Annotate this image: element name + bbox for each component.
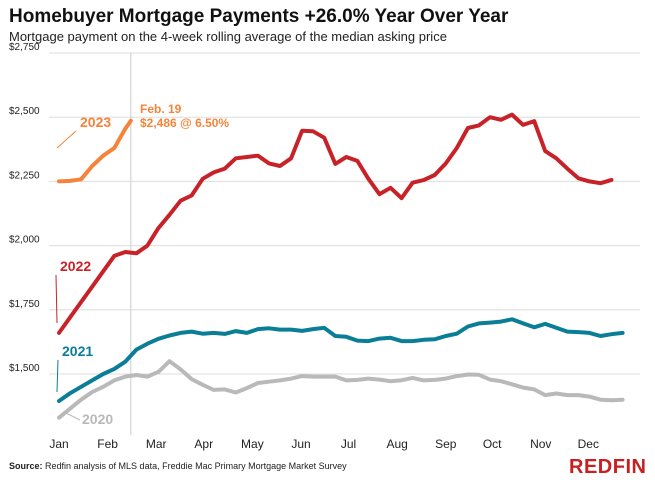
- annotation-date: Feb. 19: [140, 102, 182, 116]
- annotation-value: $2,486 @ 6.50%: [140, 116, 229, 130]
- series-line-2020: [57, 359, 625, 420]
- chart-title: Homebuyer Mortgage Payments +26.0% Year …: [9, 6, 509, 27]
- series-label-leader: [63, 411, 81, 421]
- source-text: Redfin analysis of MLS data, Freddie Mac…: [42, 461, 347, 471]
- x-tick-label: Nov: [530, 437, 551, 451]
- series-label-2020: 2020: [82, 411, 113, 427]
- x-tick-label: Aug: [386, 437, 407, 451]
- x-tick-label: Mar: [146, 437, 167, 451]
- x-tick-label: May: [241, 437, 264, 451]
- y-tick-label: $2,500: [9, 106, 40, 117]
- series-label-leader: [55, 274, 58, 324]
- source-label: Source:: [9, 461, 43, 471]
- series-label-2022: 2022: [60, 258, 91, 274]
- x-tick-label: Jan: [49, 437, 68, 451]
- y-tick-label: $2,750: [9, 42, 40, 53]
- chart-subtitle: Mortgage payment on the 4-week rolling a…: [9, 29, 447, 44]
- y-tick-label: $2,000: [9, 235, 40, 246]
- x-tick-label: Apr: [194, 437, 213, 451]
- x-tick-label: Sep: [435, 437, 457, 451]
- series-label-leader: [56, 130, 77, 149]
- source-note: Source: Redfin analysis of MLS data, Fre…: [9, 461, 347, 471]
- y-tick-label: $1,750: [9, 299, 40, 310]
- series-label-2023: 2023: [80, 114, 111, 130]
- series-label-2021: 2021: [62, 343, 93, 359]
- y-tick-label: $2,250: [9, 170, 40, 181]
- series-line-2021: [57, 317, 625, 403]
- redfin-logo: REDFIN: [569, 456, 647, 478]
- x-tick-label: Feb: [97, 437, 118, 451]
- x-tick-label: Oct: [483, 437, 502, 451]
- x-tick-label: Jun: [291, 437, 310, 451]
- y-tick-label: $1,500: [9, 363, 40, 374]
- series-line-2022: [57, 112, 614, 335]
- x-tick-label: Jul: [341, 437, 356, 451]
- x-tick-label: Dec: [578, 437, 599, 451]
- series-label-leader: [56, 359, 59, 393]
- series-line-2023: [57, 118, 133, 184]
